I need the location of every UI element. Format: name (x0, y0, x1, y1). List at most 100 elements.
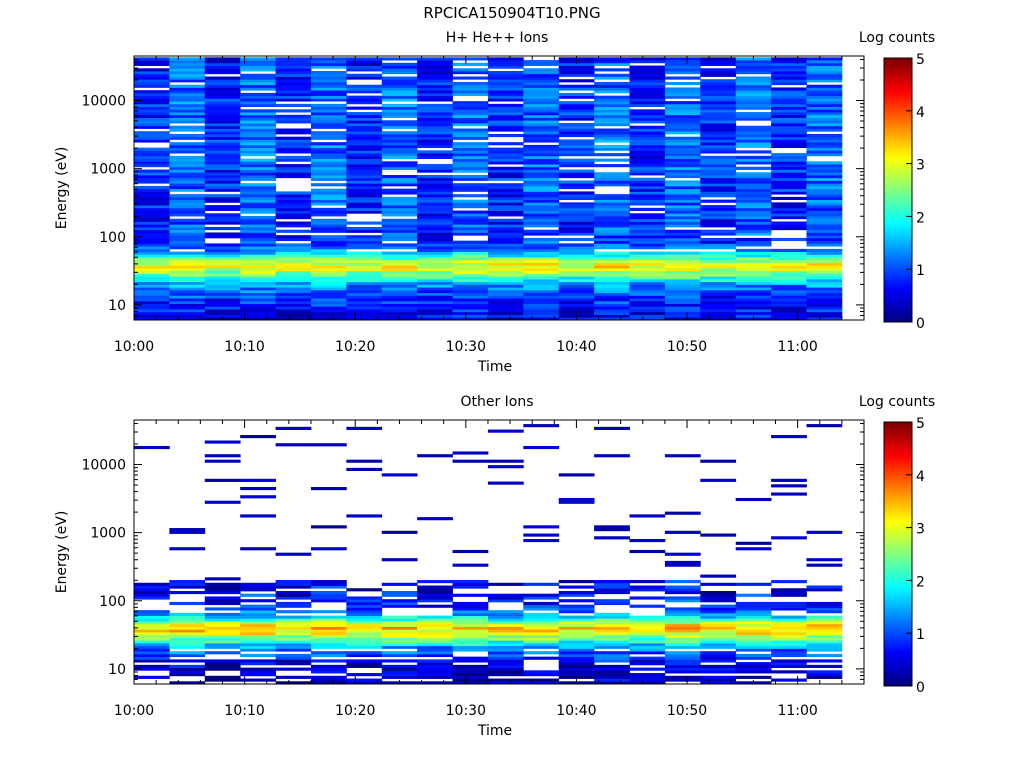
heatmap-cell (558, 637, 595, 641)
heatmap-cell (275, 174, 312, 179)
heatmap-cell (452, 675, 489, 679)
x-tick-label: 10:00 (114, 703, 154, 719)
heatmap-cell (523, 71, 560, 75)
colorbar-segment (884, 241, 912, 245)
heatmap-cell (452, 161, 489, 165)
heatmap-cell (523, 642, 560, 647)
heatmap-cell (417, 580, 453, 584)
heatmap-cell (381, 246, 418, 250)
heatmap-cell (310, 640, 347, 644)
heatmap-cell (381, 180, 418, 184)
heatmap-cell (735, 287, 772, 291)
heatmap-cell (664, 607, 701, 611)
colorbar-segment (884, 564, 912, 567)
heatmap-cell (417, 287, 453, 291)
heatmap-cell (806, 213, 843, 217)
colorbar-segment (884, 233, 912, 236)
colorbar (884, 58, 912, 323)
heatmap-cell (169, 185, 206, 190)
heatmap-cell (275, 314, 312, 318)
heatmap-cell (169, 87, 206, 91)
heatmap-cell (204, 634, 241, 638)
heatmap-cell (664, 662, 701, 666)
heatmap-cell (169, 166, 206, 170)
colorbar-segment (884, 640, 912, 644)
heatmap-cell (204, 185, 241, 190)
heatmap-cell (310, 303, 347, 307)
heatmap-cell (346, 278, 383, 283)
heatmap-cell (806, 73, 843, 77)
heatmap-cell (664, 656, 701, 660)
heatmap-cell (134, 588, 170, 592)
heatmap-cell (594, 670, 630, 674)
heatmap-cell (275, 57, 312, 61)
heatmap-cell (700, 62, 737, 66)
heatmap-cell (806, 229, 843, 233)
heatmap-cell (240, 87, 276, 91)
heatmap-cell (310, 166, 347, 170)
heatmap-cell (240, 295, 276, 299)
heatmap-cell (240, 670, 276, 674)
heatmap-cell (487, 306, 524, 310)
heatmap-cell (523, 306, 560, 310)
heatmap-cell (487, 153, 524, 157)
heatmap-cell (169, 202, 206, 206)
heatmap-cell (240, 599, 276, 603)
heatmap-cell (381, 174, 418, 179)
heatmap-cell (381, 265, 418, 269)
heatmap-cell (594, 268, 630, 272)
colorbar-segment (884, 463, 912, 466)
heatmap-cell (487, 298, 524, 302)
heatmap-cell (169, 128, 206, 132)
colorbar-segment (884, 578, 912, 582)
heatmap-cell (558, 142, 595, 146)
heatmap-cell (169, 670, 206, 674)
heatmap-cell (346, 142, 383, 146)
heatmap-cell (558, 615, 595, 619)
heatmap-cell (204, 675, 241, 679)
colorbar-segment (884, 473, 912, 477)
colorbar-segment (884, 554, 912, 557)
heatmap-cell (806, 276, 843, 280)
heatmap-cell (240, 191, 276, 195)
heatmap-cell (310, 194, 347, 198)
heatmap-cells (134, 424, 843, 685)
heatmap-cell (487, 142, 524, 146)
heatmap-cell (700, 221, 737, 225)
colorbar-segment (884, 533, 912, 536)
heatmap-cell (629, 645, 666, 649)
heatmap-cell (806, 675, 843, 679)
heatmap-cell (735, 497, 772, 502)
heatmap-cell (346, 57, 383, 61)
heatmap-cell (558, 194, 595, 198)
heatmap-cell (346, 303, 383, 307)
heatmap-cell (700, 634, 737, 638)
heatmap-cell (310, 659, 347, 663)
heatmap-cell (346, 284, 383, 288)
heatmap-cell (523, 76, 560, 80)
heatmap-cell (275, 284, 312, 288)
heatmap-cell (664, 621, 701, 625)
heatmap-cell (594, 632, 630, 636)
heatmap-cell (523, 314, 560, 318)
colorbar-segment (884, 514, 912, 518)
heatmap-cell (594, 199, 630, 203)
heatmap-cell (346, 306, 383, 310)
heatmap-cell (487, 229, 524, 233)
heatmap-cell (487, 207, 524, 211)
heatmap-cell (771, 642, 807, 647)
heatmap-cell (169, 177, 206, 181)
colorbar-segment (884, 305, 912, 309)
heatmap-cell (523, 155, 560, 159)
heatmap-cell (381, 268, 418, 272)
heatmap-cell (664, 615, 701, 619)
heatmap-cell (735, 268, 772, 272)
heatmap-cell (664, 599, 701, 603)
colorbar-segment (884, 615, 912, 619)
heatmap-cell (346, 73, 383, 77)
heatmap-cell (275, 142, 312, 146)
heatmap-cell (346, 144, 383, 149)
heatmap-cell (381, 71, 418, 75)
heatmap-cell (240, 298, 276, 302)
heatmap-cell (558, 599, 595, 603)
